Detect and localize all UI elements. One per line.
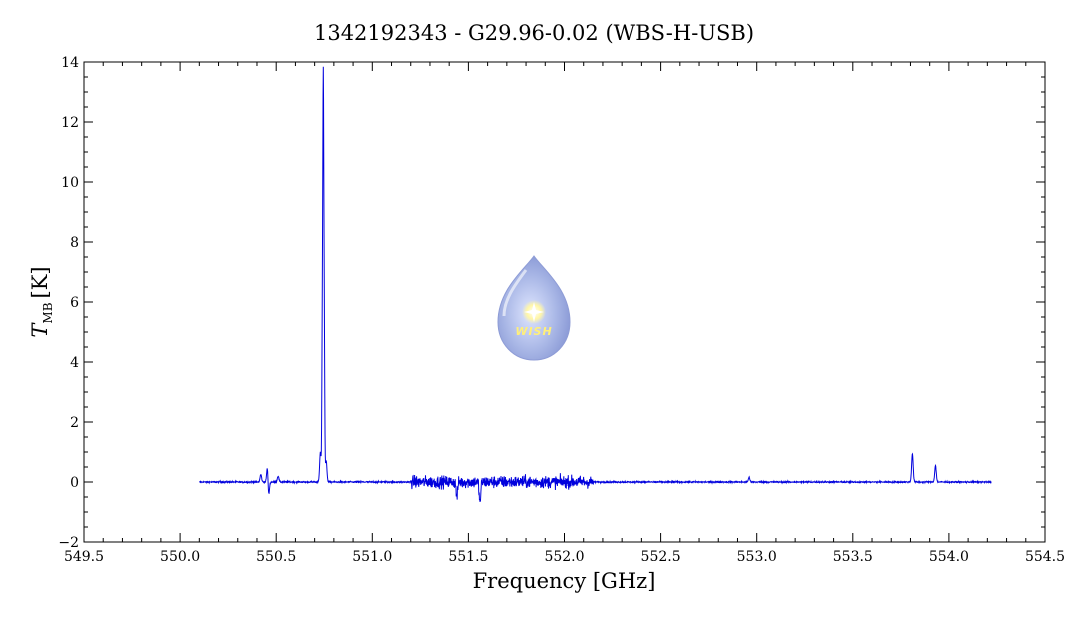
y-axis-tick-labels: −2 0 2 4 6 8 10 12 14 [58,55,79,551]
x-tick-label: 554.5 [1025,549,1065,565]
y-tick-label: 14 [61,55,79,71]
x-tick-label: 550.0 [160,549,200,565]
logo-text: WISH [515,325,552,338]
x-tick-label: 554.0 [929,549,969,565]
x-tick-label: 553.5 [833,549,873,565]
spectrum-series-line [199,66,992,502]
x-tick-label: 552.5 [641,549,681,565]
x-tick-label: 550.5 [256,549,296,565]
chart-title: 1342192343 - G29.96-0.02 (WBS-H-USB) [314,21,754,45]
y-axis-label: TMB[K] [28,266,55,337]
y-tick-label: −2 [58,535,79,551]
x-axis-ticks [83,62,1046,542]
plot-frame [83,61,1046,543]
y-tick-label: 0 [70,475,79,491]
y-tick-label: 10 [61,175,79,191]
x-tick-label: 549.5 [64,549,104,565]
x-tick-label: 553.0 [737,549,777,565]
y-tick-label: 8 [70,235,79,251]
x-tick-label: 551.0 [352,549,392,565]
wish-droplet-logo: WISH [497,255,571,361]
x-axis-label: Frequency [GHz] [473,569,656,593]
x-axis-tick-labels: 549.5 550.0 550.5 551.0 551.5 552.0 552.5 553.0… [64,549,1065,565]
y-tick-label: 12 [61,115,79,131]
x-tick-label: 552.0 [544,549,584,565]
y-tick-label: 4 [70,355,79,371]
x-tick-label: 551.5 [448,549,488,565]
y-tick-label: 2 [70,415,79,431]
y-tick-label: 6 [70,295,79,311]
